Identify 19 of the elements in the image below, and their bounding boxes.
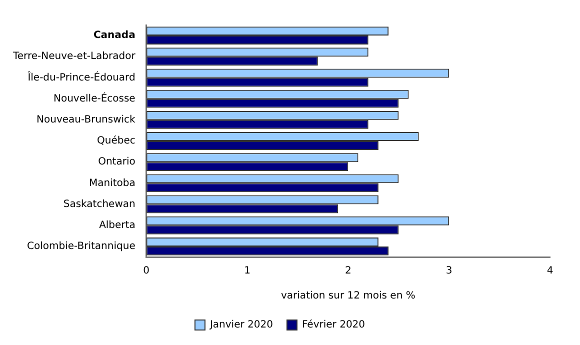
y-tick-label: Ontario: [98, 156, 136, 168]
y-tick-label: Québec: [96, 136, 136, 147]
y-tick-label: Colombie-Britannique: [26, 241, 136, 252]
y-tick-label: Alberta: [99, 220, 136, 231]
legend-label: Février 2020: [302, 320, 366, 331]
x-tick-label: 3: [446, 266, 452, 277]
y-tick-label: Île-du-Prince-Édouard: [28, 70, 136, 84]
x-tick-label: 1: [244, 266, 250, 277]
x-tick-label: 0: [143, 266, 150, 277]
x-tick-label: 2: [344, 266, 352, 277]
x-axis-title: variation sur 12 mois en %: [281, 290, 416, 302]
y-tick-label: Terre-Neuve-et-Labrador: [12, 51, 136, 62]
y-tick-label: Saskatchewan: [63, 198, 136, 210]
y-tick-label: Nouvelle-Écosse: [54, 91, 136, 104]
y-tick-label: Manitoba: [88, 178, 136, 189]
y-tick-label: Nouveau-Brunswick: [36, 114, 136, 126]
y-tick-label: Canada: [93, 30, 136, 42]
legend-label: Janvier 2020: [208, 320, 273, 331]
x-tick-label: 4: [546, 266, 554, 277]
